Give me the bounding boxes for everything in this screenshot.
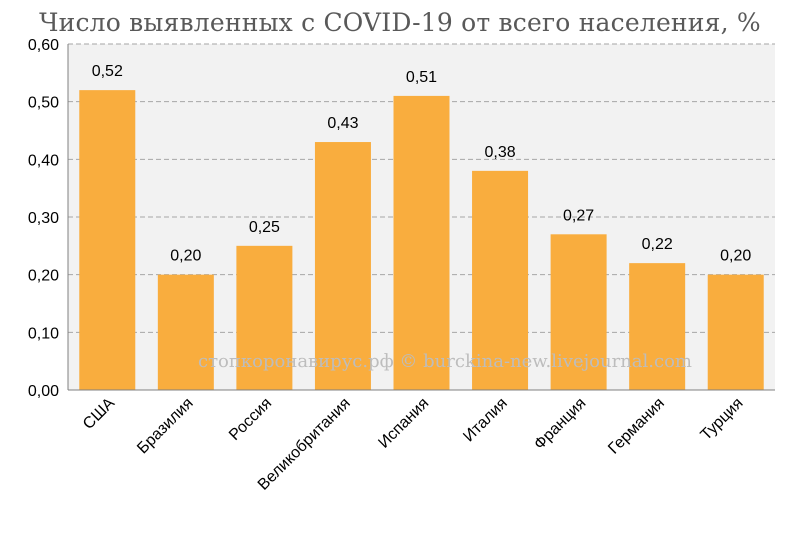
bar <box>79 90 136 390</box>
category-label: Германия <box>605 395 668 458</box>
category-label: Италия <box>460 395 511 446</box>
y-tick-label: 0,20 <box>28 268 59 285</box>
y-tick-label: 0,50 <box>28 95 59 112</box>
chart-title: Число выявленных с COVID-19 от всего нас… <box>39 8 761 37</box>
bar <box>314 142 371 390</box>
bar <box>472 170 529 390</box>
y-tick-label: 0,30 <box>28 210 59 227</box>
bar <box>707 274 764 390</box>
category-label: Россия <box>226 395 275 444</box>
data-label: 0,20 <box>170 248 201 265</box>
y-tick-label: 0,60 <box>28 37 59 54</box>
bar <box>393 95 450 391</box>
bar <box>236 245 293 390</box>
data-label: 0,27 <box>563 207 594 224</box>
data-labels: 0,52 0,20 0,25 0,43 0,51 0,38 0,27 0,22 0,20 <box>92 63 752 265</box>
category-label: Турция <box>698 395 747 444</box>
data-label: 0,25 <box>249 219 280 236</box>
data-label: 0,22 <box>642 236 673 253</box>
data-label: 0,51 <box>406 69 437 86</box>
y-tick-label: 0,10 <box>28 325 59 342</box>
data-label: 0,20 <box>720 248 751 265</box>
bars <box>79 90 764 391</box>
bar <box>550 234 607 390</box>
y-axis-ticks: 0,00 0,10 0,20 0,30 0,40 0,50 0,60 <box>28 37 59 400</box>
bar <box>629 263 686 390</box>
category-label: США <box>80 395 118 433</box>
data-label: 0,52 <box>92 63 123 80</box>
category-label: Бразилия <box>134 395 196 457</box>
y-tick-label: 0,40 <box>28 152 59 169</box>
data-label: 0,43 <box>327 115 358 132</box>
bar <box>157 274 214 390</box>
watermark: стопкоронавирус.рф © burckina-new.livejo… <box>198 351 692 372</box>
category-label: Испания <box>375 395 432 452</box>
category-label: Франция <box>531 395 589 453</box>
y-tick-label: 0,00 <box>28 383 59 400</box>
data-label: 0,38 <box>484 144 515 161</box>
